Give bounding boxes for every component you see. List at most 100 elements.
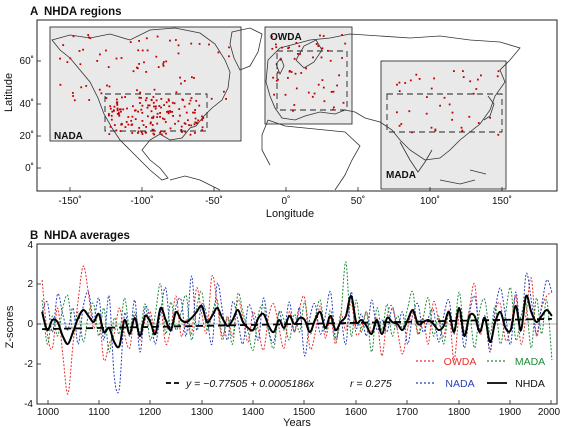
site-dot xyxy=(415,73,418,76)
site-dot xyxy=(152,117,155,119)
map-y-tick-label: 40˚ xyxy=(20,98,34,110)
plot-x-tick-label: 1400 xyxy=(242,407,265,418)
site-dot xyxy=(292,109,294,112)
site-dot xyxy=(201,126,204,129)
site-dot xyxy=(115,101,118,104)
site-dot xyxy=(398,90,401,92)
site-dot xyxy=(109,107,112,110)
site-dot xyxy=(344,42,347,45)
site-dot xyxy=(152,101,155,104)
site-dot xyxy=(150,110,153,113)
site-dot xyxy=(171,110,174,113)
site-dot xyxy=(116,104,119,106)
site-dot xyxy=(116,113,119,115)
site-dot xyxy=(175,91,178,94)
site-dot xyxy=(168,105,171,108)
region-label-owda: OWDA xyxy=(270,32,302,43)
site-dot xyxy=(169,111,172,113)
site-dot xyxy=(182,99,185,101)
site-dot xyxy=(160,98,163,100)
site-dot xyxy=(426,96,428,98)
coastlines xyxy=(51,27,521,191)
site-dot xyxy=(108,133,111,135)
site-dot xyxy=(197,119,200,122)
site-dot xyxy=(223,90,225,93)
site-dot xyxy=(434,128,437,131)
site-dot xyxy=(295,87,298,90)
site-dot xyxy=(149,122,152,125)
site-dot xyxy=(201,129,203,131)
site-dot xyxy=(155,99,158,102)
site-dot xyxy=(145,71,148,73)
site-dot xyxy=(341,34,343,36)
site-dot xyxy=(322,35,325,37)
site-dot xyxy=(145,126,147,128)
site-dot xyxy=(194,132,196,134)
plot-x-tick-label: 1100 xyxy=(88,407,110,418)
site-dot xyxy=(332,90,335,93)
site-dot xyxy=(144,99,147,102)
site-dot xyxy=(430,87,433,90)
site-dot xyxy=(111,110,114,113)
site-dot xyxy=(315,43,318,45)
site-dot xyxy=(78,50,81,52)
site-dot xyxy=(288,70,291,73)
site-dot xyxy=(147,104,150,107)
plot-x-tick-label: 1800 xyxy=(448,407,471,418)
site-dot xyxy=(116,98,118,101)
site-dot xyxy=(190,97,193,99)
site-dot xyxy=(169,39,171,42)
site-dot xyxy=(62,44,65,46)
site-dot xyxy=(179,76,181,79)
panel-a: A NHDA regions xyxy=(3,6,558,220)
site-dot xyxy=(87,34,90,36)
site-dot xyxy=(448,103,451,106)
plot-x-tick-label: 1900 xyxy=(499,407,522,418)
site-dot xyxy=(108,85,111,88)
site-dot xyxy=(193,111,196,114)
site-dot xyxy=(187,119,189,122)
site-dot xyxy=(160,130,163,133)
site-dot xyxy=(300,72,303,74)
site-dot xyxy=(469,80,472,83)
site-dot xyxy=(162,65,165,67)
site-dot xyxy=(321,47,324,50)
site-dot xyxy=(152,115,155,118)
site-dot xyxy=(127,116,130,118)
site-dot xyxy=(163,104,165,106)
site-dot xyxy=(141,49,144,52)
site-dot xyxy=(121,96,123,99)
site-dot xyxy=(113,105,116,108)
legend-label-nhda: NHDA xyxy=(515,378,545,390)
site-dot xyxy=(85,85,88,87)
plot-x-tick-label: 1300 xyxy=(191,407,214,418)
site-dot xyxy=(141,120,144,122)
map-x-tick-label: 50˚ xyxy=(351,195,365,207)
plot-y-ticks xyxy=(37,243,41,405)
site-dot xyxy=(136,89,138,92)
plot-x-label: Years xyxy=(283,417,311,427)
site-dot xyxy=(160,133,163,136)
map-y-ticks xyxy=(37,60,41,169)
site-dot xyxy=(168,99,170,102)
site-dot xyxy=(138,96,141,99)
site-dot xyxy=(89,37,92,40)
site-dot xyxy=(159,116,161,118)
site-dot xyxy=(201,119,204,121)
site-dot xyxy=(118,113,120,115)
site-dot xyxy=(72,92,74,94)
site-dot xyxy=(105,49,107,52)
site-dot xyxy=(157,66,160,68)
site-dot xyxy=(275,43,277,46)
site-dot xyxy=(317,83,320,86)
site-dot xyxy=(271,47,274,50)
site-dot xyxy=(72,95,74,97)
site-dot xyxy=(433,77,435,80)
site-dot xyxy=(153,133,156,136)
site-dot xyxy=(201,115,203,118)
site-dot xyxy=(477,78,479,81)
site-dot xyxy=(305,67,307,70)
site-dot xyxy=(404,82,407,84)
site-dot xyxy=(167,112,170,115)
site-dot xyxy=(162,61,165,63)
